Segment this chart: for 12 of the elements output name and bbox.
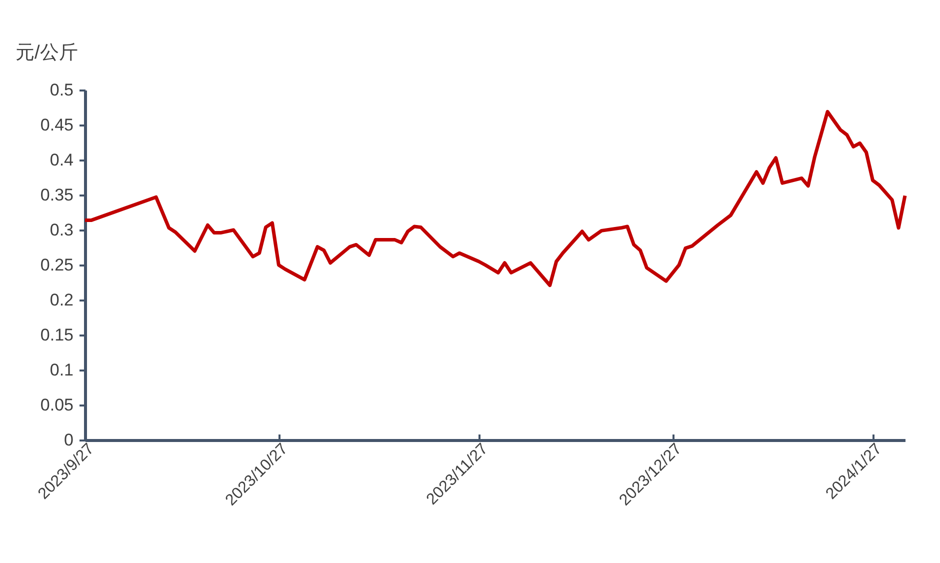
y-tick-label: 0.45 — [40, 116, 74, 134]
y-tick-label: 0.05 — [40, 396, 74, 414]
y-tick-label: 0.1 — [50, 360, 74, 380]
y-tick-label: 0.4 — [50, 150, 74, 170]
y-tick-label: 0.2 — [50, 290, 74, 310]
y-tick-label: 0.35 — [40, 186, 74, 204]
y-tick-label: 0.3 — [50, 220, 74, 240]
y-tick-label: 0.15 — [40, 326, 74, 344]
line-series — [83, 110, 907, 288]
y-tick-label: 0.25 — [40, 256, 74, 274]
y-tick-label: 0.5 — [50, 80, 74, 100]
y-axis-title: 元/公斤 — [16, 42, 78, 64]
